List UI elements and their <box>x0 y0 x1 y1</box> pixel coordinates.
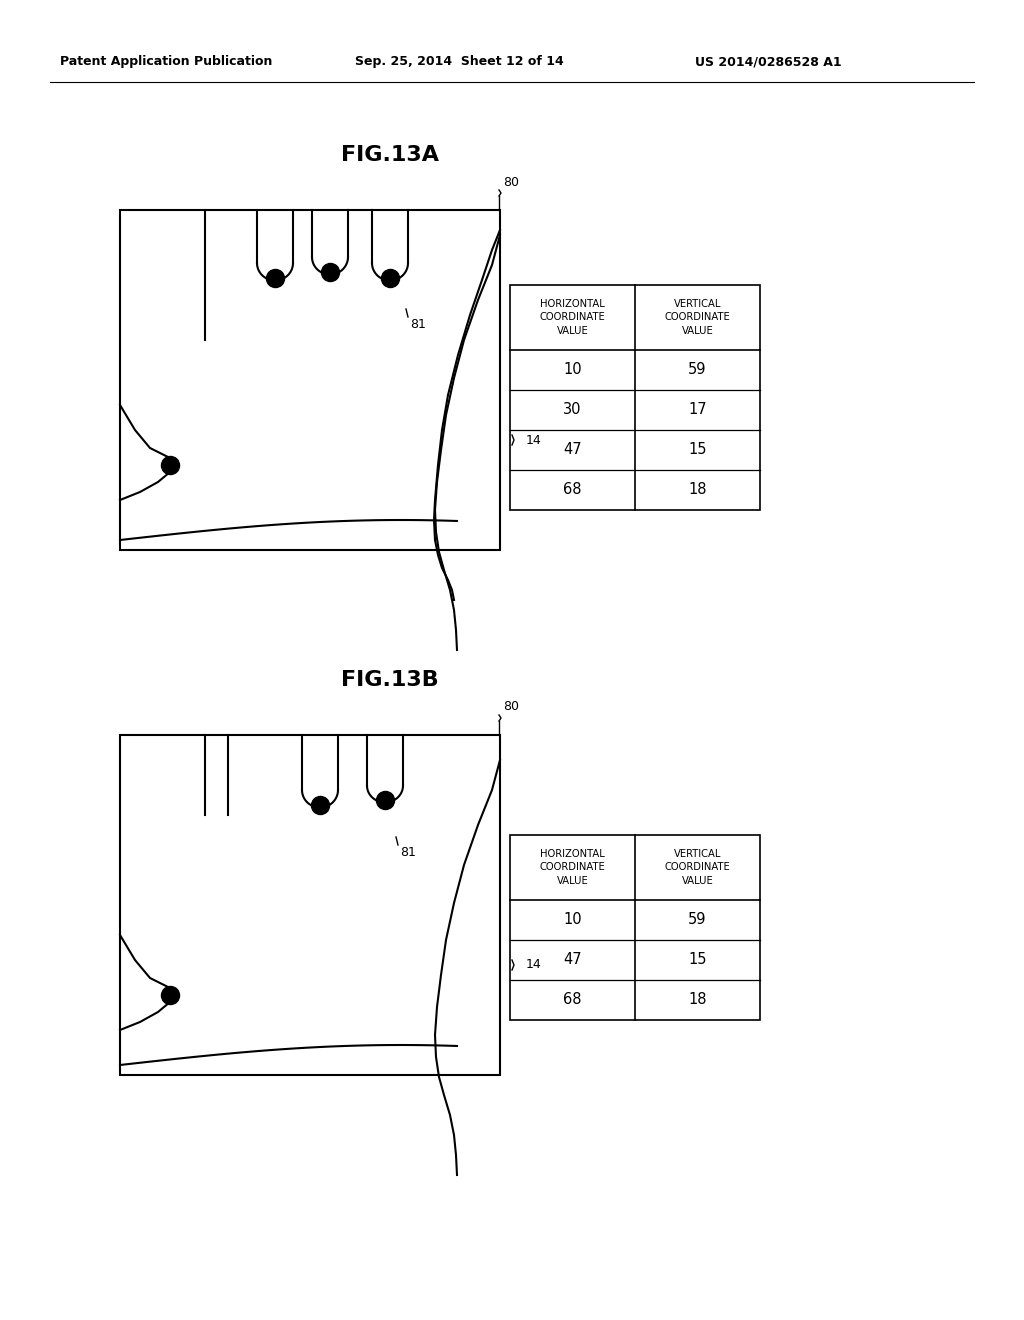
Bar <box>120 735 500 1074</box>
Text: 68: 68 <box>563 483 582 498</box>
Bar <box>510 836 760 1020</box>
Text: 14: 14 <box>526 433 542 446</box>
Text: VERTICAL
COORDINATE
VALUE: VERTICAL COORDINATE VALUE <box>665 300 730 335</box>
Text: 18: 18 <box>688 483 707 498</box>
Text: FIG.13A: FIG.13A <box>341 145 439 165</box>
Text: 59: 59 <box>688 912 707 928</box>
Bar <box>510 285 760 510</box>
Text: 10: 10 <box>563 912 582 928</box>
Text: US 2014/0286528 A1: US 2014/0286528 A1 <box>695 55 842 69</box>
Text: 81: 81 <box>400 846 416 859</box>
Text: 47: 47 <box>563 953 582 968</box>
Text: 15: 15 <box>688 442 707 458</box>
Text: 80: 80 <box>503 701 519 714</box>
Text: 68: 68 <box>563 993 582 1007</box>
Text: 80: 80 <box>503 176 519 189</box>
Text: 47: 47 <box>563 442 582 458</box>
Text: 17: 17 <box>688 403 707 417</box>
Bar <box>120 210 500 550</box>
Text: 81: 81 <box>410 318 426 331</box>
Text: 15: 15 <box>688 953 707 968</box>
Text: 18: 18 <box>688 993 707 1007</box>
Text: 14: 14 <box>526 958 542 972</box>
Text: 10: 10 <box>563 363 582 378</box>
Text: HORIZONTAL
COORDINATE
VALUE: HORIZONTAL COORDINATE VALUE <box>540 849 605 886</box>
Text: Sep. 25, 2014  Sheet 12 of 14: Sep. 25, 2014 Sheet 12 of 14 <box>355 55 564 69</box>
Text: 30: 30 <box>563 403 582 417</box>
Text: 59: 59 <box>688 363 707 378</box>
Text: VERTICAL
COORDINATE
VALUE: VERTICAL COORDINATE VALUE <box>665 849 730 886</box>
Text: HORIZONTAL
COORDINATE
VALUE: HORIZONTAL COORDINATE VALUE <box>540 300 605 335</box>
Text: FIG.13B: FIG.13B <box>341 671 439 690</box>
Text: Patent Application Publication: Patent Application Publication <box>60 55 272 69</box>
